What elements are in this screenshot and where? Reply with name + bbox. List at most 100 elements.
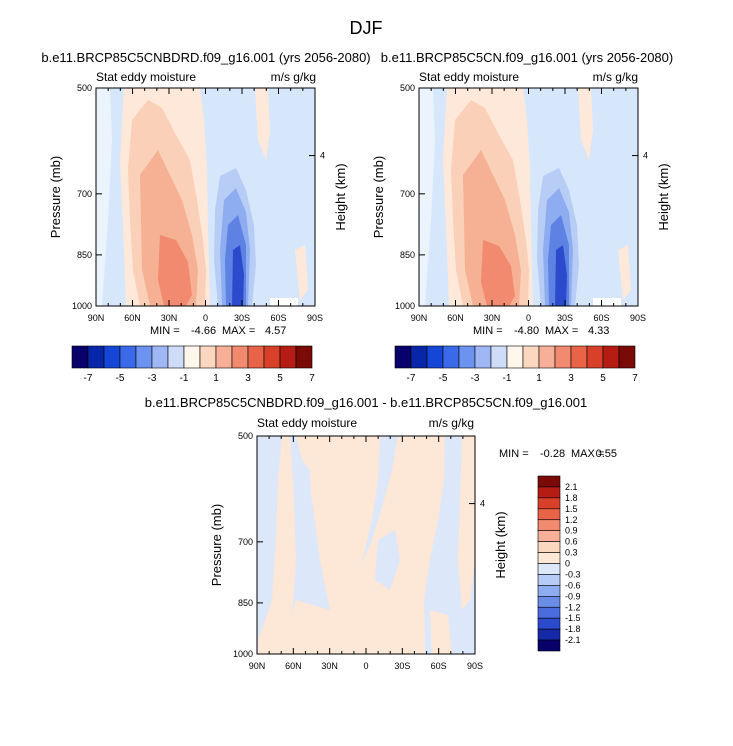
positive-region-edge (295, 245, 308, 300)
masked-region (593, 298, 621, 306)
colorbar-swatch (537, 628, 561, 641)
negative-patch-mid (375, 530, 400, 590)
x-tick-label: 60S (270, 313, 286, 323)
max-label: MAX = (222, 325, 255, 337)
colorbar-label: 7 (632, 373, 638, 384)
x-tick-label: 90S (307, 313, 323, 323)
colorbar-label: 1 (536, 373, 542, 384)
colorbar-swatch (247, 345, 265, 369)
x-tick-label: 90N (249, 661, 266, 671)
colorbar-swatch (538, 345, 556, 369)
x-tick-label: 60S (431, 661, 447, 671)
colorbar-swatch (279, 345, 297, 369)
panel-control: b.e11.BRCP85C5CN.f09_g16.001 (yrs 2056-2… (371, 50, 673, 337)
panel-title: b.e11.BRCP85C5CNBDRD.f09_g16.001 (yrs 20… (41, 50, 370, 65)
colorbar-label: -5 (116, 373, 125, 384)
y-tick-label: 700 (77, 189, 92, 199)
positive-region-upper (255, 88, 270, 160)
x-tick-label: 30S (394, 661, 410, 671)
colorbar-swatch (537, 639, 561, 652)
y2-tick-label: 4 (480, 499, 485, 509)
y-tick-label: 1000 (233, 649, 253, 659)
colorbar-label: -1.8 (565, 624, 581, 634)
colorbar-top-left: -7 -5 -3 -1 1 3 5 7 (71, 345, 315, 384)
colorbar-top-right: -7 -5 -3 -1 1 3 5 7 (394, 345, 638, 384)
colorbar-swatch (231, 345, 249, 369)
x-tick-label: 30S (234, 313, 250, 323)
colorbar-swatch (87, 345, 105, 369)
y2-axis-label: Height (km) (493, 511, 508, 578)
colorbar-difference: 2.11.81.51.20.90.60.30-0.3-0.6-0.9-1.2-1… (537, 475, 581, 652)
colorbar-label: -3 (471, 373, 480, 384)
colorbar-label: 0.6 (565, 537, 578, 547)
heatmap-field (419, 88, 638, 306)
max-label: MAX = (545, 325, 578, 337)
panel-left-label: Stat eddy moisture (96, 70, 196, 84)
x-tick-label: 90N (411, 313, 428, 323)
colorbar-label: -0.6 (565, 580, 581, 590)
colorbar-label: -3 (148, 373, 157, 384)
panel-difference: b.e11.BRCP85C5CNBDRD.f09_g16.001 - b.e11… (145, 395, 617, 671)
colorbar-swatch (537, 475, 561, 488)
x-tick-label: 90S (630, 313, 646, 323)
colorbar-label: 3 (568, 373, 574, 384)
y-axis-label: Pressure (mb) (209, 504, 224, 586)
positive-region-lower (282, 436, 445, 654)
x-tick-label: 90N (88, 313, 105, 323)
colorbar-label: -2.1 (565, 635, 581, 645)
panel-left-label: Stat eddy moisture (419, 70, 519, 84)
colorbar-swatch (537, 574, 561, 586)
colorbar-swatch (458, 345, 476, 369)
panel-title: b.e11.BRCP85C5CN.f09_g16.001 (yrs 2056-2… (381, 50, 673, 65)
max-value: 0.55 (596, 448, 617, 460)
axes: 90N 60N 30N 0 30S 60S 90S 500 700 850 1000 4 Pressur… (371, 83, 671, 323)
y-tick-label: 850 (400, 250, 415, 260)
y-tick-label: 500 (400, 83, 415, 93)
colorbar-swatch (537, 606, 561, 619)
min-value: -4.66 (191, 325, 216, 337)
positive-region-upper-mid (296, 436, 380, 610)
colorbar-swatch (442, 345, 460, 369)
colorbar-label: -0.3 (565, 569, 581, 579)
colorbar-label: -0.9 (565, 591, 581, 601)
y2-tick-label: 4 (643, 151, 648, 161)
colorbar-swatch (183, 345, 201, 369)
colorbar-swatch (103, 345, 121, 369)
colorbar-label: 0 (565, 559, 570, 569)
colorbar-swatch (295, 345, 313, 369)
y-tick-label: 1000 (395, 301, 415, 311)
axes: 90N 60N 30N 0 30S 60S 90S 500 700 850 1000 4 Pressur… (48, 83, 348, 323)
positive-region-peak (158, 235, 192, 306)
x-tick-label: 60N (285, 661, 302, 671)
colorbar-label: 5 (277, 373, 283, 384)
colorbar-swatch (554, 345, 572, 369)
y2-axis-label: Height (km) (333, 163, 348, 230)
min-value: -4.80 (514, 325, 539, 337)
max-value: 4.33 (588, 325, 609, 337)
masked-region (270, 298, 298, 306)
heatmap-field (257, 436, 475, 654)
heatmap-field (96, 88, 315, 306)
colorbar-label: 1.8 (565, 493, 578, 503)
colorbar-label: 0.3 (565, 548, 578, 558)
max-label: MAX = (571, 448, 604, 460)
colorbar-swatch (71, 345, 89, 369)
panel-experiment: b.e11.BRCP85C5CNBDRD.f09_g16.001 (yrs 20… (41, 50, 370, 337)
colorbar-label: -1.2 (565, 602, 581, 612)
min-label: MIN = (150, 325, 180, 337)
colorbar-swatch (474, 345, 492, 369)
panel-units-label: m/s g/kg (593, 70, 638, 84)
y-tick-label: 850 (77, 250, 92, 260)
y-tick-label: 500 (238, 431, 253, 441)
x-tick-label: 30N (321, 661, 338, 671)
colorbar-swatch (602, 345, 620, 369)
y-tick-label: 1000 (72, 301, 92, 311)
colorbar-swatch (506, 345, 524, 369)
colorbar-swatch (522, 345, 540, 369)
colorbar-swatch (199, 345, 217, 369)
colorbar-swatch (618, 345, 636, 369)
colorbar-swatch (394, 345, 412, 369)
colorbar-label: -7 (84, 373, 93, 384)
colorbar-swatch (490, 345, 508, 369)
y-tick-label: 700 (238, 537, 253, 547)
